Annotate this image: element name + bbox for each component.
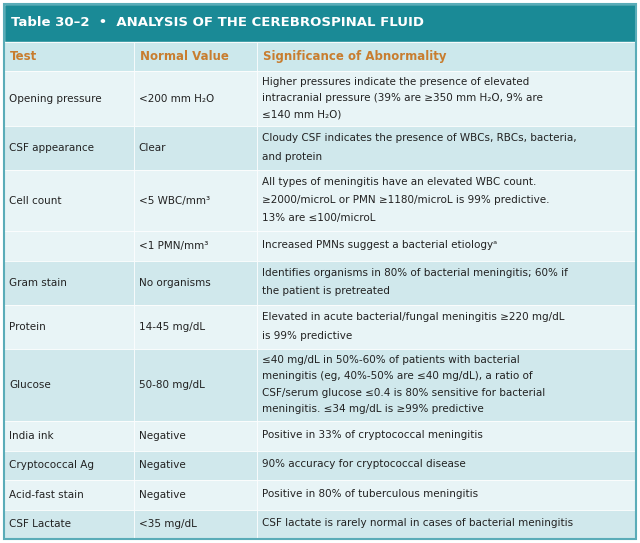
Text: Gram stain: Gram stain: [9, 278, 67, 288]
Text: <1 PMN/mm³: <1 PMN/mm³: [139, 241, 208, 251]
Bar: [4, 480, 134, 509]
Bar: [4, 71, 134, 126]
Text: CSF lactate is rarely normal in cases of bacterial meningitis: CSF lactate is rarely normal in cases of…: [262, 518, 573, 528]
Text: Cloudy CSF indicates the presence of WBCs, RBCs, bacteria,: Cloudy CSF indicates the presence of WBC…: [262, 133, 577, 143]
Text: Normal Value: Normal Value: [140, 50, 228, 63]
Text: Table 30–2  •  ANALYSIS OF THE CEREBROSPINAL FLUID: Table 30–2 • ANALYSIS OF THE CEREBROSPIN…: [11, 16, 424, 29]
Text: India ink: India ink: [9, 431, 54, 441]
Text: Cryptococcal Ag: Cryptococcal Ag: [9, 460, 94, 470]
Text: CSF Lactate: CSF Lactate: [9, 519, 71, 529]
Text: Opening pressure: Opening pressure: [9, 94, 102, 104]
Text: the patient is pretreated: the patient is pretreated: [262, 286, 390, 296]
Text: Acid-fast stain: Acid-fast stain: [9, 490, 84, 500]
Bar: [4, 305, 134, 350]
Text: <35 mg/dL: <35 mg/dL: [139, 519, 196, 529]
Text: 90% accuracy for cryptococcal disease: 90% accuracy for cryptococcal disease: [262, 459, 465, 469]
Bar: [4, 126, 134, 171]
Bar: [4, 261, 134, 305]
Bar: [134, 480, 257, 509]
Bar: [257, 126, 636, 171]
Bar: [134, 350, 257, 421]
Bar: [134, 42, 257, 71]
Bar: [257, 42, 636, 71]
Bar: [134, 126, 257, 171]
Bar: [257, 71, 636, 126]
Bar: [257, 480, 636, 509]
Text: Cell count: Cell count: [9, 196, 61, 206]
Bar: [134, 421, 257, 451]
Bar: [257, 451, 636, 480]
Bar: [134, 509, 257, 539]
Text: Protein: Protein: [9, 323, 45, 332]
Bar: [134, 305, 257, 350]
Text: Higher pressures indicate the presence of elevated: Higher pressures indicate the presence o…: [262, 77, 529, 87]
Text: ≤40 mg/dL in 50%-60% of patients with bacterial: ≤40 mg/dL in 50%-60% of patients with ba…: [262, 355, 520, 365]
Text: All types of meningitis have an elevated WBC count.: All types of meningitis have an elevated…: [262, 177, 536, 187]
Text: intracranial pressure (39% are ≥350 mm H₂O, 9% are: intracranial pressure (39% are ≥350 mm H…: [262, 93, 543, 103]
Bar: [4, 42, 134, 71]
Bar: [4, 4, 636, 42]
Text: CSF appearance: CSF appearance: [9, 143, 94, 153]
Text: Negative: Negative: [139, 431, 186, 441]
Text: meningitis (eg, 40%-50% are ≤40 mg/dL), a ratio of: meningitis (eg, 40%-50% are ≤40 mg/dL), …: [262, 371, 532, 381]
Bar: [4, 421, 134, 451]
Bar: [257, 261, 636, 305]
Text: Significance of Abnormality: Significance of Abnormality: [263, 50, 446, 63]
Bar: [4, 509, 134, 539]
Bar: [134, 171, 257, 231]
Bar: [134, 71, 257, 126]
Text: ≤140 mm H₂O): ≤140 mm H₂O): [262, 109, 341, 119]
Text: Test: Test: [10, 50, 37, 63]
Text: Elevated in acute bacterial/fungal meningitis ≥220 mg/dL: Elevated in acute bacterial/fungal menin…: [262, 312, 564, 322]
Bar: [134, 261, 257, 305]
Text: Negative: Negative: [139, 460, 186, 470]
Text: CSF/serum glucose ≤0.4 is 80% sensitive for bacterial: CSF/serum glucose ≤0.4 is 80% sensitive …: [262, 388, 545, 397]
Text: Glucose: Glucose: [9, 380, 51, 390]
Bar: [4, 171, 134, 231]
Text: meningitis. ≤34 mg/dL is ≥99% predictive: meningitis. ≤34 mg/dL is ≥99% predictive: [262, 404, 484, 414]
Bar: [4, 451, 134, 480]
Bar: [257, 231, 636, 261]
Bar: [134, 451, 257, 480]
Text: Increased PMNs suggest a bacterial etiologyᵃ: Increased PMNs suggest a bacterial etiol…: [262, 240, 497, 250]
Text: <5 WBC/mm³: <5 WBC/mm³: [139, 196, 210, 206]
Bar: [4, 350, 134, 421]
Bar: [134, 231, 257, 261]
Bar: [257, 350, 636, 421]
Text: and protein: and protein: [262, 151, 322, 162]
Text: 13% are ≤100/microL: 13% are ≤100/microL: [262, 213, 375, 223]
Text: <200 mm H₂O: <200 mm H₂O: [139, 94, 214, 104]
Bar: [4, 231, 134, 261]
Text: ≥2000/microL or PMN ≥1180/microL is 99% predictive.: ≥2000/microL or PMN ≥1180/microL is 99% …: [262, 195, 549, 205]
Bar: [257, 171, 636, 231]
Text: Positive in 80% of tuberculous meningitis: Positive in 80% of tuberculous meningiti…: [262, 489, 478, 498]
Text: 14-45 mg/dL: 14-45 mg/dL: [139, 323, 205, 332]
Text: No organisms: No organisms: [139, 278, 211, 288]
Text: Clear: Clear: [139, 143, 166, 153]
Text: 50-80 mg/dL: 50-80 mg/dL: [139, 380, 204, 390]
Text: Negative: Negative: [139, 490, 186, 500]
Bar: [257, 305, 636, 350]
Text: Positive in 33% of cryptococcal meningitis: Positive in 33% of cryptococcal meningit…: [262, 430, 483, 440]
Bar: [257, 421, 636, 451]
Bar: [257, 509, 636, 539]
Text: Identifies organisms in 80% of bacterial meningitis; 60% if: Identifies organisms in 80% of bacterial…: [262, 268, 568, 278]
Text: is 99% predictive: is 99% predictive: [262, 331, 352, 340]
